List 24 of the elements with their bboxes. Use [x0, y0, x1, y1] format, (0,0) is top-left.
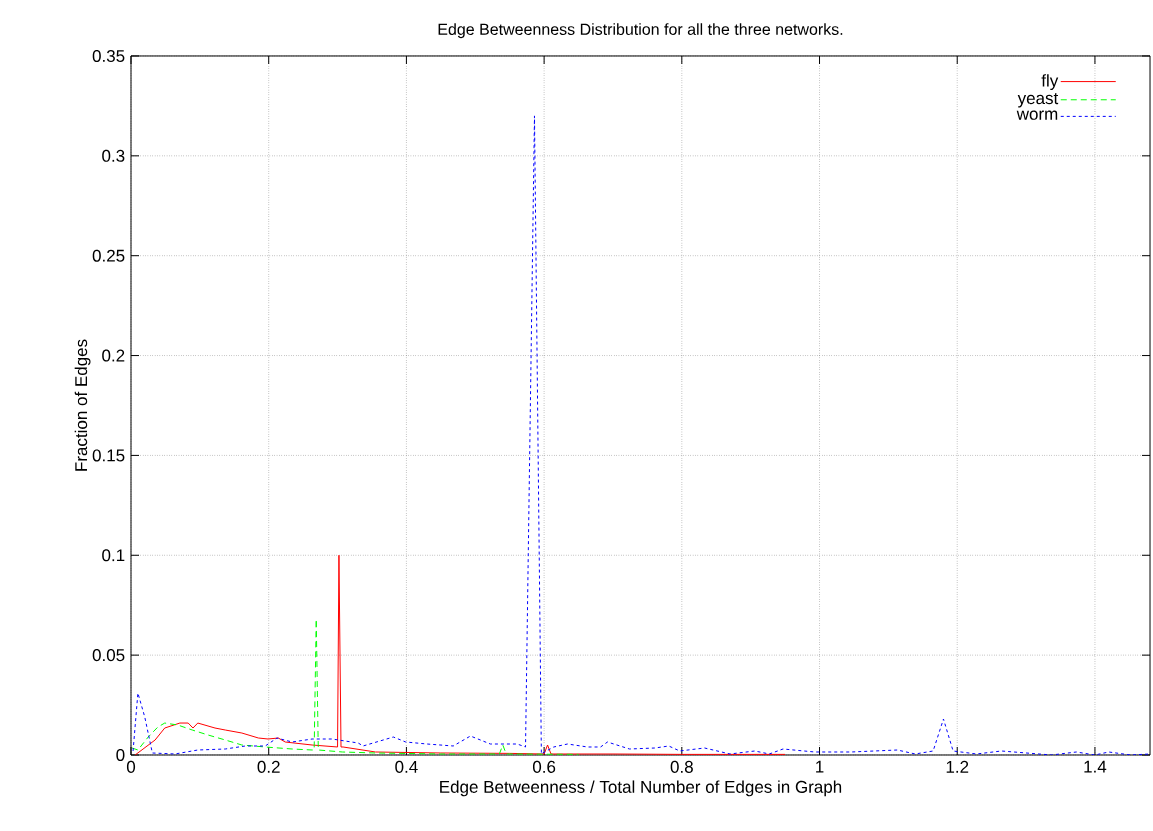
- legend-label: yeast: [1017, 93, 1059, 108]
- y-tick-label: 0.05: [92, 649, 125, 662]
- x-tick-label: 1.2: [946, 760, 969, 773]
- y-tick-label: 0: [116, 748, 125, 762]
- x-tick-label: 0.2: [257, 760, 280, 773]
- y-tick-label: 0.3: [102, 149, 125, 162]
- x-tick-label: 0: [126, 760, 136, 773]
- x-tick-label: 0.6: [532, 760, 556, 773]
- x-tick-label: 0.8: [670, 760, 693, 773]
- chart-title: Edge Betweenness Distribution for all the three networks.: [438, 23, 843, 39]
- y-axis-title: Fraction of Edges: [74, 339, 91, 471]
- x-tick-label: 1: [816, 760, 824, 773]
- y-tick-label: 0.35: [92, 49, 125, 63]
- x-tick-label: 0.4: [395, 760, 418, 773]
- x-tick-label: 1.4: [1084, 760, 1107, 773]
- legend-label: worm: [1016, 110, 1058, 120]
- legend-label: fly: [1041, 74, 1059, 90]
- y-tick-label: 0.2: [102, 349, 125, 362]
- y-tick-label: 0.1: [102, 549, 125, 562]
- y-tick-label: 0.25: [92, 249, 125, 262]
- y-tick-label: 0.15: [92, 449, 125, 462]
- line-series: [134, 554, 786, 755]
- x-axis-title: Edge Betweenness / Total Number of Edges in Graph: [440, 780, 842, 797]
- line-series: [131, 618, 580, 755]
